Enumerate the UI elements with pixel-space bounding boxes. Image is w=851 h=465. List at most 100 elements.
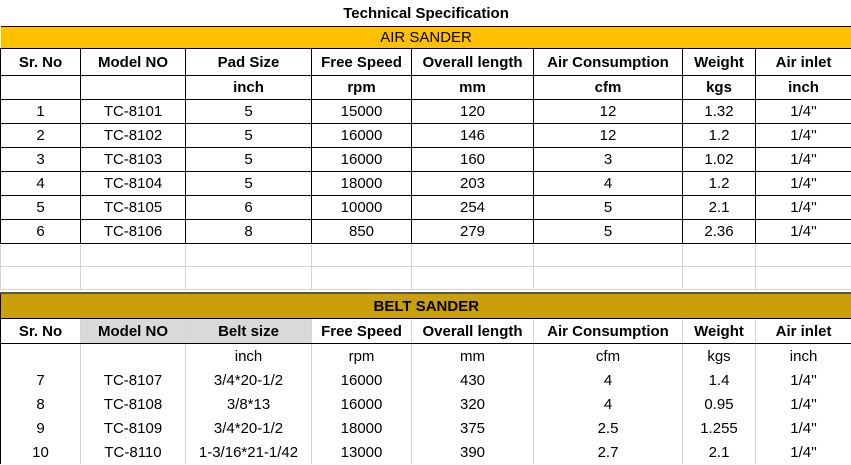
header-cell: Overall length [411,48,534,76]
unit-cell: rpm [311,343,412,368]
table-cell: 4 [533,392,683,416]
table-cell: 16000 [311,392,412,416]
table-cell: 15000 [311,99,412,124]
header-cell: Belt size [185,318,312,344]
table-cell: 18000 [311,416,412,440]
table-cell: TC-8101 [80,99,186,124]
table-cell: 18000 [311,171,412,196]
unit-cell: mm [411,343,534,368]
table-cell: 5 [185,171,312,196]
table-cell: 2.1 [682,440,756,464]
table-cell: TC-8103 [80,147,186,172]
table-cell: 1.2 [682,123,756,148]
page-title: Technical Specification [343,4,509,22]
table-cell: 13000 [311,440,412,464]
table-cell: 6 [185,195,312,220]
table-cell: 4 [533,171,683,196]
header-cell: Sr. No [0,48,81,76]
table-cell: 5 [0,195,81,220]
table-row: 1 TC-8101 5 15000 120 12 1.32 1/4'' [0,99,851,124]
air-sander-table: Technical Specification AIR SANDER Sr. N… [0,4,851,290]
header-cell: Air inlet [754,48,851,76]
table-cell: 279 [411,219,534,244]
table-cell: 1.255 [682,416,756,440]
unit-cell: rpm [311,75,412,100]
header-cell: Pad Size [185,48,312,76]
table-cell: 16000 [311,368,412,392]
table-row: 2 TC-8102 5 16000 146 12 1.2 1/4'' [0,123,851,148]
table-cell: 1/4'' [754,171,851,196]
table-cell: 1/4'' [755,416,851,440]
table-cell: 2.7 [533,440,683,464]
table-cell: 850 [311,219,412,244]
table-row: 5 TC-8105 6 10000 254 5 2.1 1/4'' [0,195,851,220]
table-cell: 1/4'' [754,195,851,220]
unit-cell [80,343,186,368]
unit-cell: inch [755,343,851,368]
table-cell: 1/4'' [755,392,851,416]
unit-cell [80,75,186,100]
table-cell: 10000 [311,195,412,220]
table-cell: 203 [411,171,534,196]
table-row: 3 TC-8103 5 16000 160 3 1.02 1/4'' [0,147,851,172]
table-cell: TC-8102 [80,123,186,148]
table-cell: TC-8107 [80,368,186,392]
table-cell: 1/4'' [755,368,851,392]
table-cell: 8 [0,392,81,416]
table-cell: 4 [0,171,81,196]
air-sander-section-title: AIR SANDER [0,26,851,49]
table-cell: 2.36 [682,219,756,244]
header-cell: Weight [682,318,756,344]
table-cell: 2.5 [533,416,683,440]
table-cell: 8 [185,219,312,244]
table-cell: 16000 [311,123,412,148]
empty-row [0,266,851,290]
unit-cell: inch [185,343,312,368]
table-cell: 0.95 [682,392,756,416]
table-cell: 1/4'' [754,147,851,172]
table-cell: 320 [411,392,534,416]
table-cell: 1 [0,99,81,124]
table-cell: 1-3/16*21-1/42 [185,440,312,464]
table-cell: 1/4'' [754,219,851,244]
unit-cell: inch [754,75,851,100]
table-cell: 1.4 [682,368,756,392]
table-cell: 3 [533,147,683,172]
belt-sander-table: BELT SANDER Sr. No Model NO Belt size Fr… [0,292,851,464]
header-cell: Air Consumption [533,48,683,76]
header-cell: Sr. No [0,318,81,344]
unit-cell [0,75,81,100]
table-cell: 3 [0,147,81,172]
table-cell: TC-8109 [80,416,186,440]
unit-cell: kgs [682,343,756,368]
header-cell: Free Speed [311,318,412,344]
table-cell: 1.32 [682,99,756,124]
air-sander-header-row: Sr. No Model NO Pad Size Free Speed Over… [0,48,851,76]
header-cell: Model NO [80,48,186,76]
belt-sander-unit-row: inch rpm mm cfm kgs inch [0,343,851,368]
header-cell: Overall length [411,318,534,344]
header-cell: Air inlet [755,318,851,344]
table-cell: 120 [411,99,534,124]
air-sander-unit-row: inch rpm mm cfm kgs inch [0,75,851,100]
belt-sander-header-row: Sr. No Model NO Belt size Free Speed Ove… [0,318,851,344]
table-cell: TC-8106 [80,219,186,244]
unit-cell: cfm [533,343,683,368]
table-cell: TC-8105 [80,195,186,220]
table-row: 8 TC-8108 3/8*13 16000 320 4 0.95 1/4'' [0,392,851,416]
header-cell: Air Consumption [533,318,683,344]
table-cell: 160 [411,147,534,172]
unit-cell: mm [411,75,534,100]
table-row: 9 TC-8109 3/4*20-1/2 18000 375 2.5 1.255… [0,416,851,440]
table-cell: 5 [533,195,683,220]
table-cell: 254 [411,195,534,220]
table-row: 6 TC-8106 8 850 279 5 2.36 1/4'' [0,219,851,244]
table-cell: TC-8104 [80,171,186,196]
belt-sander-section-title: BELT SANDER [0,292,851,319]
table-cell: 10 [0,440,81,464]
table-row: 10 TC-8110 1-3/16*21-1/42 13000 390 2.7 … [0,440,851,464]
table-cell: 1.2 [682,171,756,196]
table-cell: 1/4'' [754,123,851,148]
table-cell: 3/4*20-1/2 [185,368,312,392]
